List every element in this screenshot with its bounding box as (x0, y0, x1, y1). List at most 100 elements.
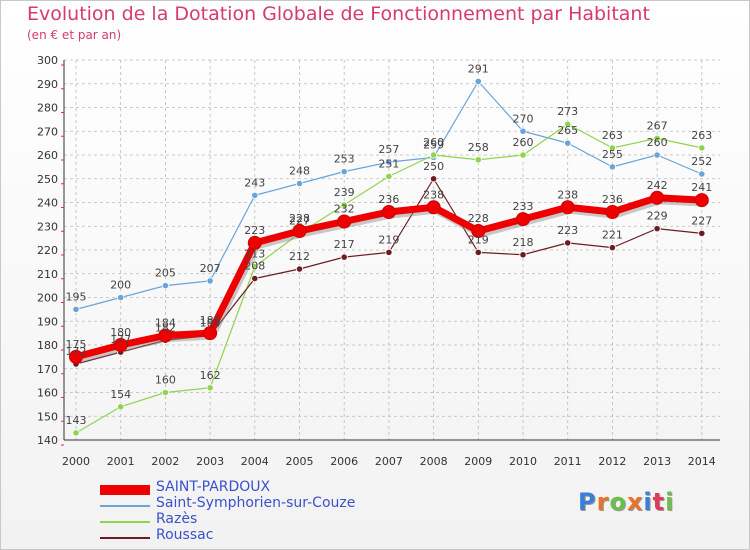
data-label: 205 (155, 267, 176, 280)
data-label: 257 (378, 143, 399, 156)
data-point (474, 77, 482, 85)
y-tick-label: 270 (37, 125, 58, 138)
data-point (650, 190, 665, 205)
data-point (161, 388, 169, 397)
y-tick-label: 150 (37, 410, 58, 423)
data-point (653, 134, 661, 142)
x-tick-label: 2004 (241, 455, 269, 468)
y-tick-label: 260 (37, 149, 58, 162)
y-tick-label: 220 (37, 244, 58, 257)
data-point (158, 328, 173, 343)
data-label: 291 (468, 62, 489, 75)
x-tick-label: 2013 (643, 455, 671, 468)
x-tick-label: 2010 (509, 455, 537, 468)
logo-letter: P (578, 488, 597, 516)
data-label: 253 (334, 153, 355, 166)
data-label: 267 (647, 119, 668, 132)
data-label: 182 (155, 321, 176, 334)
data-point (295, 179, 304, 188)
data-point (429, 175, 438, 183)
data-label: 160 (155, 374, 176, 387)
data-label: 143 (66, 414, 87, 427)
data-point (295, 265, 304, 273)
legend-swatch (100, 537, 150, 539)
legend-label: Roussac (156, 527, 214, 543)
data-label: 218 (513, 236, 534, 249)
data-label: 239 (334, 186, 355, 199)
x-tick-label: 2014 (688, 455, 716, 468)
data-point (247, 235, 262, 250)
data-point (385, 158, 393, 166)
data-point (340, 168, 348, 176)
x-tick-label: 2007 (375, 455, 403, 468)
y-tick-label: 290 (37, 78, 58, 91)
data-point (698, 170, 706, 178)
data-label: 260 (647, 136, 668, 149)
data-label: 180 (110, 326, 131, 339)
data-label: 207 (200, 262, 221, 275)
x-tick-label: 2011 (554, 455, 582, 468)
data-label: 273 (557, 105, 578, 118)
data-point (385, 172, 393, 180)
data-point (519, 127, 527, 135)
data-label: 221 (602, 229, 623, 242)
data-label: 258 (468, 141, 489, 154)
data-label: 248 (289, 165, 310, 178)
data-label: 219 (378, 233, 399, 246)
logo-letter: o (609, 488, 627, 516)
legend-label: SAINT-PARDOUX (156, 479, 271, 495)
y-tick-label: 140 (37, 434, 58, 447)
data-label: 233 (513, 200, 534, 213)
data-label: 227 (691, 214, 712, 227)
y-tick-label: 200 (37, 292, 58, 305)
data-label: 228 (468, 212, 489, 225)
data-label: 184 (155, 317, 176, 330)
series-points (69, 77, 709, 437)
legend-label: Saint-Symphorien-sur-Couze (156, 495, 356, 511)
data-point (117, 403, 125, 411)
data-label: 213 (244, 248, 265, 261)
data-label: 250 (423, 160, 444, 173)
data-point (519, 151, 527, 159)
data-point (608, 244, 617, 252)
logo-letter: r (596, 488, 610, 516)
data-label: 242 (647, 179, 668, 192)
data-point (251, 191, 259, 199)
y-tick-label: 170 (37, 363, 58, 376)
proxiti-logo: Proxiti (578, 488, 674, 516)
y-tick-label: 190 (37, 315, 58, 328)
y-tick-label: 240 (37, 197, 58, 210)
data-label: 255 (602, 148, 623, 161)
data-point (694, 193, 709, 208)
data-label: 177 (110, 333, 131, 346)
data-label: 243 (244, 176, 265, 189)
y-tick-label: 160 (37, 387, 58, 400)
logo-letter: i (643, 488, 653, 516)
data-label: 260 (513, 136, 534, 149)
axes: 1401501601701801902002102202302402502602… (37, 54, 720, 468)
chart-subtitle: (en € et par an) (27, 28, 122, 42)
data-label: 175 (66, 338, 87, 351)
data-point (519, 251, 527, 259)
x-tick-label: 2006 (330, 455, 358, 468)
logo-letter: t (652, 488, 666, 516)
data-point (564, 120, 572, 128)
data-point (381, 205, 396, 219)
data-label: 236 (378, 193, 399, 206)
data-label: 236 (602, 193, 623, 206)
data-point (117, 293, 125, 302)
data-point (698, 229, 706, 237)
data-label: 241 (691, 181, 712, 194)
data-point (560, 200, 575, 215)
data-point (69, 349, 83, 364)
x-tick-label: 2005 (286, 455, 314, 468)
data-point (251, 274, 259, 283)
data-point (385, 248, 393, 256)
logo-letter: i (665, 488, 675, 516)
data-point (605, 205, 620, 219)
data-point (608, 163, 617, 171)
data-point (516, 212, 530, 227)
data-label: 232 (334, 203, 355, 216)
data-point (337, 214, 352, 229)
